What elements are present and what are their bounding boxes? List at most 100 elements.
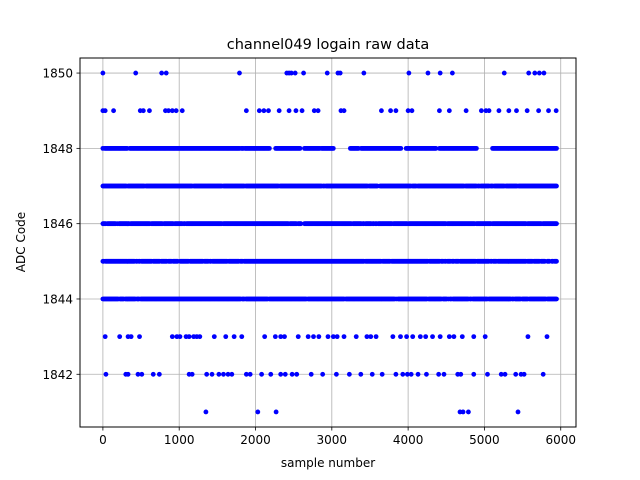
data-point xyxy=(424,371,429,377)
data-point xyxy=(433,145,439,151)
data-point xyxy=(473,145,479,151)
data-point xyxy=(166,108,171,114)
data-point xyxy=(498,371,504,377)
data-point xyxy=(203,409,209,415)
data-point xyxy=(398,145,404,151)
chart-title: channel049 logain raw data xyxy=(227,37,429,53)
data-point xyxy=(179,108,185,114)
data-point xyxy=(311,108,317,114)
data-point xyxy=(255,409,261,415)
data-point xyxy=(159,70,165,76)
data-point xyxy=(334,334,340,340)
data-point xyxy=(525,334,531,340)
data-point xyxy=(150,371,156,377)
data-point xyxy=(390,334,396,340)
data-point xyxy=(102,108,108,114)
data-point xyxy=(117,334,123,340)
data-point xyxy=(446,334,452,340)
data-point xyxy=(406,70,412,76)
plot-area-frame xyxy=(79,57,577,428)
data-point xyxy=(496,108,502,114)
data-point xyxy=(373,334,379,340)
data-point xyxy=(502,371,508,377)
data-point xyxy=(486,108,492,114)
data-point xyxy=(501,70,507,76)
y-tick-label: 1848 xyxy=(42,142,73,156)
data-point xyxy=(102,334,108,340)
data-point xyxy=(460,409,466,415)
data-point xyxy=(186,334,192,340)
data-point xyxy=(437,108,442,114)
data-point xyxy=(554,296,559,302)
data-point xyxy=(449,70,455,76)
data-point xyxy=(379,371,385,377)
data-point xyxy=(346,371,352,377)
data-point xyxy=(341,334,347,340)
data-point xyxy=(140,108,146,114)
data-point xyxy=(408,371,414,377)
data-point xyxy=(471,334,477,340)
data-point xyxy=(266,145,272,151)
data-point xyxy=(513,371,519,377)
data-point xyxy=(298,221,304,227)
data-point xyxy=(554,145,559,151)
data-point xyxy=(437,334,443,340)
data-point xyxy=(436,371,442,377)
y-tick-label: 1844 xyxy=(42,292,73,306)
data-point xyxy=(261,108,267,114)
x-axis-ticks: 0 1000 2000 3000 4000 5000 6000 xyxy=(99,427,576,447)
data-point xyxy=(156,371,162,377)
data-point xyxy=(541,70,547,76)
data-point xyxy=(237,70,242,76)
data-point xyxy=(299,108,305,114)
y-axis-ticks: 1842 1844 1846 1848 1850 xyxy=(42,67,80,382)
data-point xyxy=(388,108,393,114)
data-point xyxy=(526,70,532,76)
data-point xyxy=(282,334,287,340)
data-point xyxy=(437,70,443,76)
data-point xyxy=(471,371,477,377)
data-point xyxy=(337,70,343,76)
data-point xyxy=(147,108,152,114)
data-point xyxy=(485,371,490,377)
y-tick-label: 1850 xyxy=(42,67,73,81)
data-point xyxy=(311,334,316,340)
data-point xyxy=(272,334,278,340)
data-point xyxy=(243,108,249,114)
data-point xyxy=(189,371,195,377)
data-point xyxy=(446,108,452,114)
data-point xyxy=(288,70,294,76)
data-point xyxy=(415,371,421,377)
data-point xyxy=(305,334,311,340)
data-point xyxy=(103,371,109,377)
data-point xyxy=(540,371,546,377)
data-point xyxy=(128,334,134,340)
data-point xyxy=(133,70,139,76)
data-point xyxy=(554,221,559,227)
data-point xyxy=(536,108,542,114)
data-point xyxy=(368,334,374,340)
data-point xyxy=(544,334,550,340)
data-point xyxy=(286,108,292,114)
data-point xyxy=(197,334,203,340)
data-point xyxy=(325,334,331,340)
data-point xyxy=(441,371,447,377)
data-point xyxy=(163,70,169,76)
data-point xyxy=(405,108,411,114)
y-axis-label: ADC Code xyxy=(14,212,28,272)
data-point xyxy=(506,108,512,114)
data-point xyxy=(295,334,301,340)
data-point xyxy=(404,371,410,377)
data-point xyxy=(482,334,488,340)
data-point xyxy=(423,334,429,340)
data-point xyxy=(514,108,519,114)
data-point xyxy=(282,371,288,377)
data-point xyxy=(369,371,375,377)
data-point xyxy=(294,371,300,377)
data-point xyxy=(221,371,226,377)
x-tick-label: 0 xyxy=(99,433,107,447)
data-point xyxy=(289,371,295,377)
data-point xyxy=(398,334,403,340)
data-point xyxy=(330,334,336,340)
